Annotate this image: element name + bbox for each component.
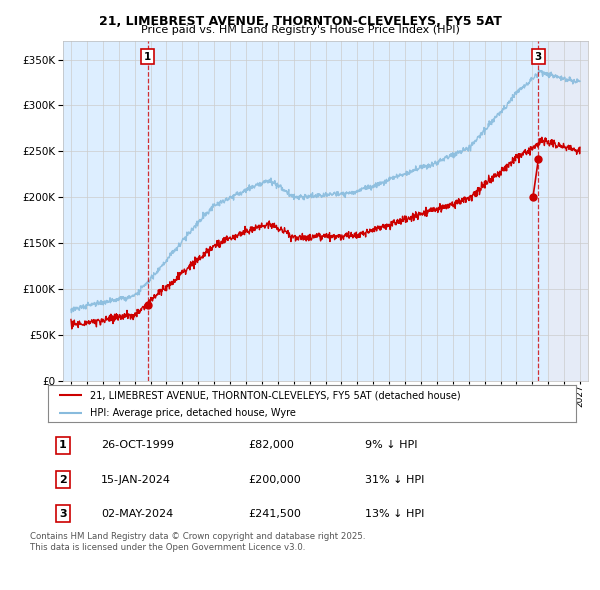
Text: Contains HM Land Registry data © Crown copyright and database right 2025.
This d: Contains HM Land Registry data © Crown c…	[30, 532, 365, 552]
Text: 26-OCT-1999: 26-OCT-1999	[101, 441, 174, 450]
Text: £200,000: £200,000	[248, 474, 301, 484]
Text: 21, LIMEBREST AVENUE, THORNTON-CLEVELEYS, FY5 5AT: 21, LIMEBREST AVENUE, THORNTON-CLEVELEYS…	[98, 15, 502, 28]
Text: £241,500: £241,500	[248, 509, 302, 519]
Text: 02-MAY-2024: 02-MAY-2024	[101, 509, 173, 519]
Point	[533, 155, 543, 164]
Text: 21, LIMEBREST AVENUE, THORNTON-CLEVELEYS, FY5 5AT (detached house): 21, LIMEBREST AVENUE, THORNTON-CLEVELEYS…	[90, 390, 461, 400]
Text: 2: 2	[59, 474, 67, 484]
Text: 3: 3	[535, 51, 542, 61]
Bar	[548, 41, 588, 381]
Text: 15-JAN-2024: 15-JAN-2024	[101, 474, 171, 484]
Bar	[548, 41, 588, 381]
Text: £82,000: £82,000	[248, 441, 295, 450]
Text: 31% ↓ HPI: 31% ↓ HPI	[365, 474, 424, 484]
Text: 1: 1	[59, 441, 67, 450]
Point	[528, 192, 538, 202]
Text: Price paid vs. HM Land Registry's House Price Index (HPI): Price paid vs. HM Land Registry's House …	[140, 25, 460, 35]
Text: HPI: Average price, detached house, Wyre: HPI: Average price, detached house, Wyre	[90, 408, 296, 418]
Text: 3: 3	[59, 509, 67, 519]
Text: 1: 1	[144, 51, 151, 61]
Bar	[548, 41, 588, 381]
Text: 9% ↓ HPI: 9% ↓ HPI	[365, 441, 418, 450]
Text: 13% ↓ HPI: 13% ↓ HPI	[365, 509, 424, 519]
Point	[143, 301, 152, 310]
